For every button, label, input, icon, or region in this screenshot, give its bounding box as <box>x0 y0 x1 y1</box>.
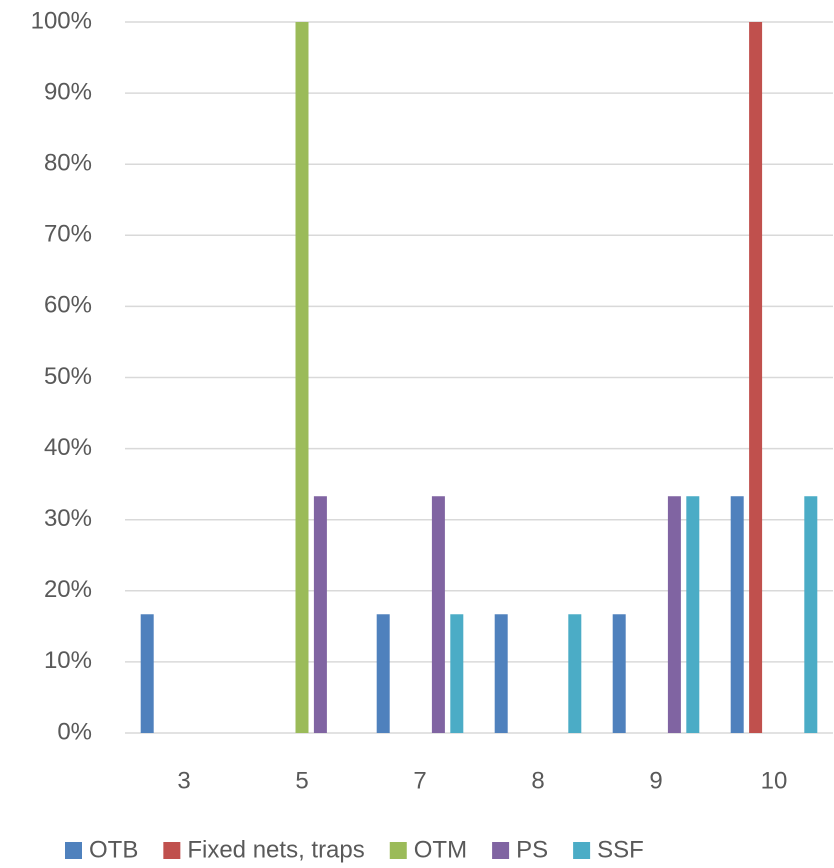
bar <box>494 614 508 733</box>
bar <box>612 614 626 733</box>
x-tick-label: 9 <box>649 767 662 794</box>
legend-label: Fixed nets, traps <box>187 836 364 863</box>
y-tick-label: 40% <box>44 434 92 461</box>
bar <box>804 496 818 733</box>
bar <box>140 614 154 733</box>
y-tick-label: 90% <box>44 78 92 105</box>
legend-label: OTM <box>414 836 467 863</box>
x-tick-label: 5 <box>295 767 308 794</box>
x-tick-label: 8 <box>531 767 544 794</box>
bar <box>450 614 464 733</box>
legend-swatch <box>573 842 591 859</box>
y-tick-label: 70% <box>44 221 92 248</box>
legend-swatch <box>492 842 510 859</box>
y-tick-label: 80% <box>44 150 92 177</box>
y-tick-label: 50% <box>44 363 92 390</box>
bar <box>295 22 309 733</box>
y-tick-label: 100% <box>31 7 92 34</box>
x-tick-label: 3 <box>177 767 190 794</box>
bar <box>667 496 681 733</box>
bar <box>431 496 445 733</box>
bar <box>313 496 327 733</box>
x-tick-label: 7 <box>413 767 426 794</box>
legend-swatch <box>163 842 181 859</box>
legend-label: OTB <box>89 836 138 863</box>
y-tick-label: 0% <box>57 718 92 745</box>
y-tick-label: 10% <box>44 647 92 674</box>
y-tick-label: 20% <box>44 576 92 603</box>
x-tick-label: 10 <box>761 767 788 794</box>
y-tick-label: 60% <box>44 292 92 319</box>
y-tick-label: 30% <box>44 505 92 532</box>
bar <box>730 496 744 733</box>
bar <box>749 22 763 733</box>
legend-label: SSF <box>597 836 644 863</box>
bar <box>686 496 700 733</box>
bar <box>376 614 390 733</box>
legend-swatch <box>389 842 407 859</box>
legend-swatch <box>65 842 82 859</box>
bar <box>568 614 582 733</box>
legend-label: PS <box>516 836 548 863</box>
